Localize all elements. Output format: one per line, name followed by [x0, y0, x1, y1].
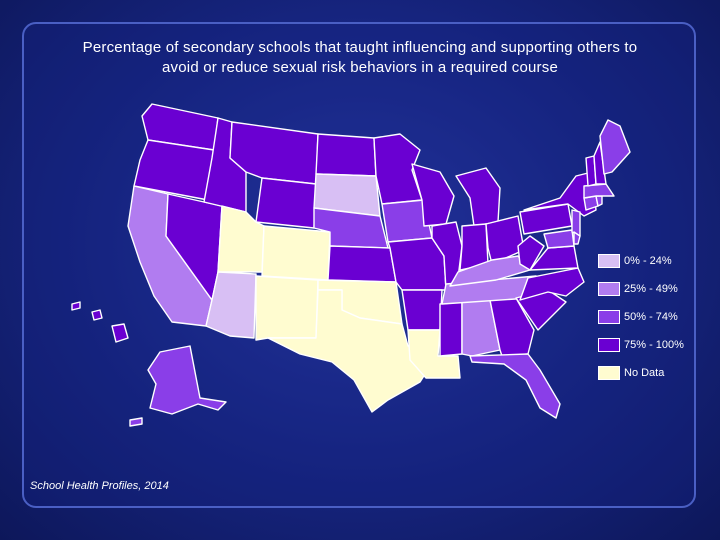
state-hawaii-islands-2	[71, 301, 81, 311]
state-kansas	[327, 245, 397, 283]
legend-label: 50% - 74%	[624, 311, 678, 323]
state-colorado	[261, 225, 331, 281]
state-delaware	[573, 231, 581, 245]
legend-label: No Data	[624, 367, 665, 379]
state-hawaii-islands-1	[91, 309, 103, 321]
legend-item-25-49: 25% - 49%	[598, 282, 698, 310]
state-alaska-islands	[129, 417, 143, 427]
legend-swatch	[598, 282, 620, 296]
legend-swatch	[598, 310, 620, 324]
state-arizona	[205, 271, 257, 339]
state-maine	[599, 119, 631, 175]
source-note: School Health Profiles, 2014	[30, 480, 169, 492]
state-wyoming	[255, 177, 317, 229]
legend-item-no-data: No Data	[598, 366, 698, 394]
legend-item-75-100: 75% - 100%	[598, 338, 698, 366]
legend-swatch	[598, 366, 620, 380]
map-legend: 0% - 24% 25% - 49% 50% - 74% 75% - 100% …	[598, 254, 698, 394]
state-arkansas	[401, 289, 443, 331]
legend-item-0-24: 0% - 24%	[598, 254, 698, 282]
state-maryland	[543, 229, 575, 249]
state-oregon	[133, 139, 215, 201]
state-new-jersey	[571, 209, 581, 237]
state-texas	[267, 289, 435, 413]
page-title: Percentage of secondary schools that tau…	[24, 38, 696, 78]
title-line-1: Percentage of secondary schools that tau…	[82, 39, 638, 56]
state-mississippi	[439, 301, 463, 357]
title-line-2: avoid or reduce sexual risk behaviors in…	[162, 59, 558, 76]
state-hawaii	[111, 323, 129, 343]
legend-label: 75% - 100%	[624, 339, 684, 351]
legend-item-50-74: 50% - 74%	[598, 310, 698, 338]
state-new-hampshire	[593, 141, 607, 185]
state-new-mexico	[255, 275, 319, 341]
legend-swatch	[598, 338, 620, 352]
state-north-dakota	[315, 133, 377, 177]
legend-swatch	[598, 254, 620, 268]
state-alaska	[147, 345, 227, 415]
state-west-virginia	[517, 235, 545, 271]
state-michigan	[455, 167, 501, 227]
state-florida	[469, 353, 561, 419]
state-minnesota	[373, 133, 423, 205]
legend-label: 0% - 24%	[624, 255, 672, 267]
legend-label: 25% - 49%	[624, 283, 678, 295]
